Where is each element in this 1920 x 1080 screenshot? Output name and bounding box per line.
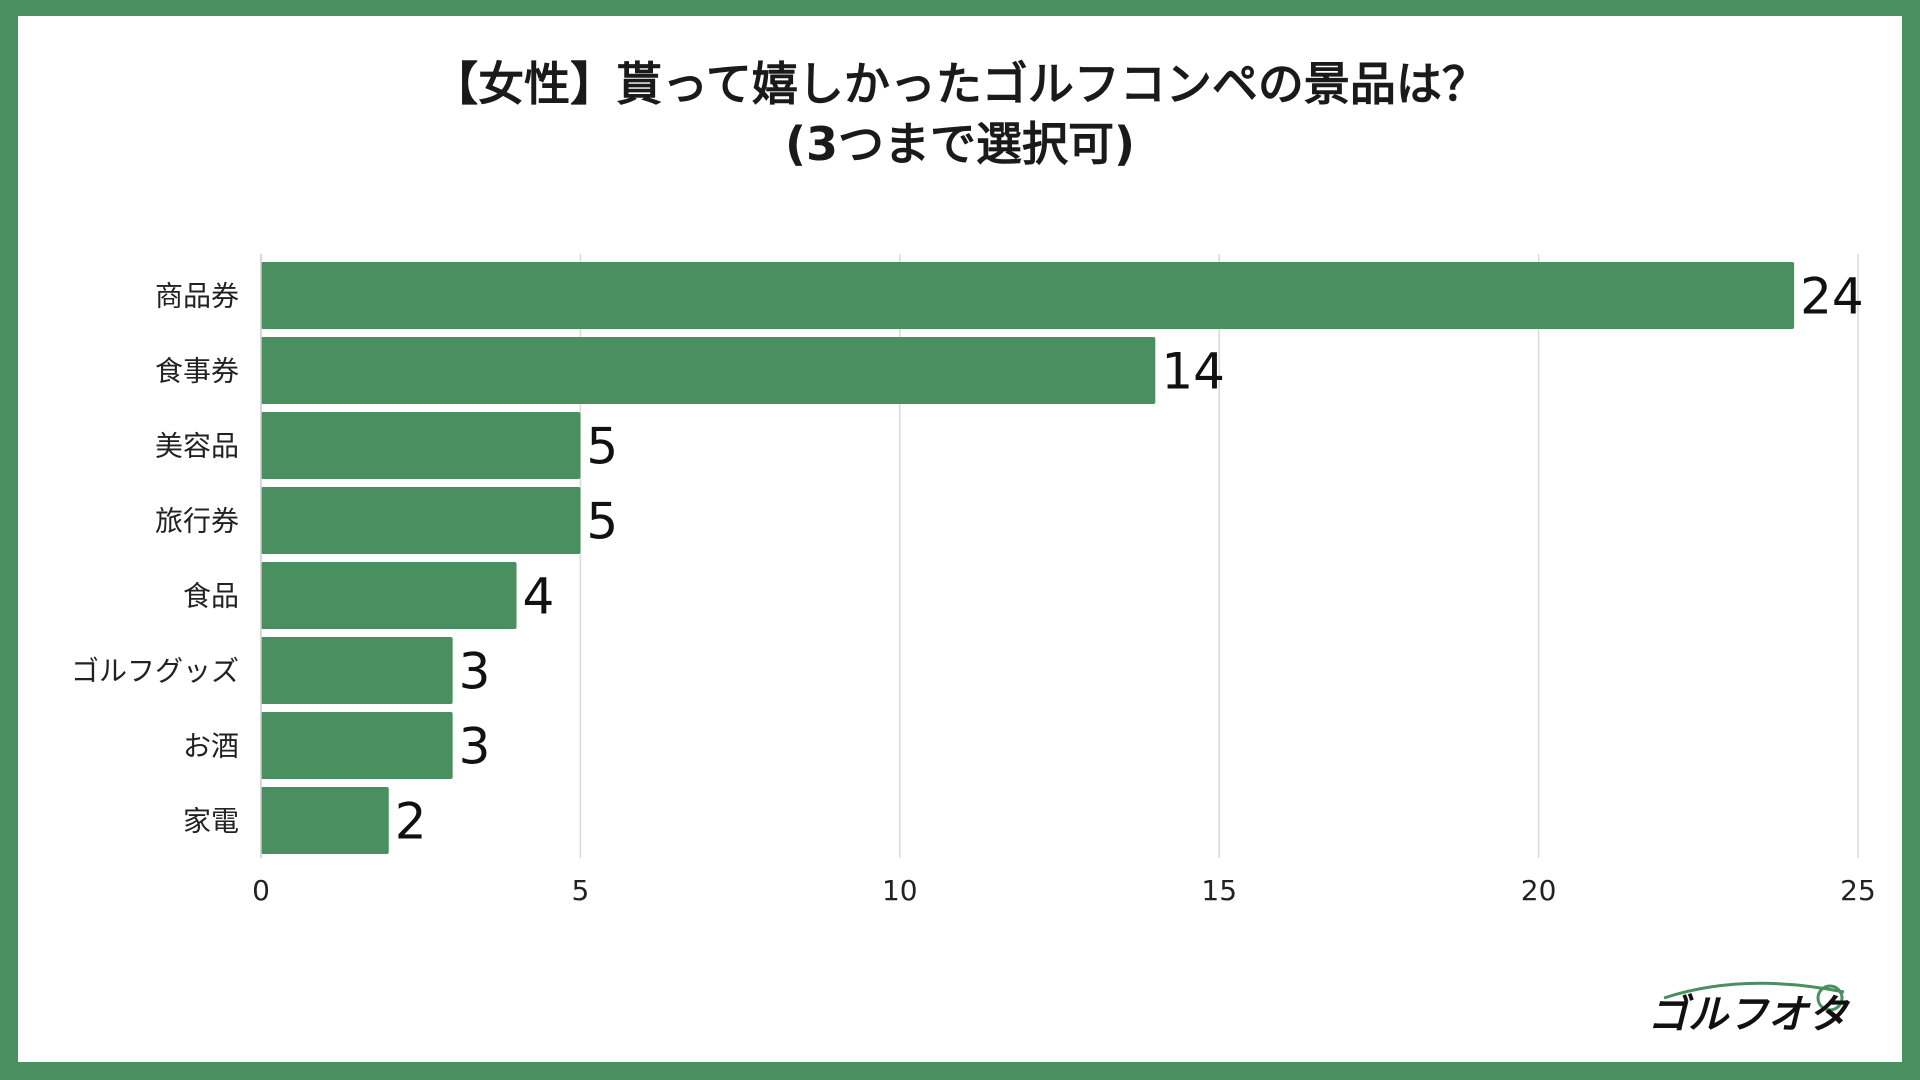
bar (261, 412, 581, 479)
x-tick-label: 15 (1201, 874, 1237, 907)
bar (261, 262, 1795, 329)
data-label: 2 (395, 793, 427, 851)
x-tick-label: 25 (1840, 874, 1876, 907)
x-tick-label: 20 (1521, 874, 1557, 907)
category-label: 美容品 (155, 430, 239, 463)
bar (261, 637, 453, 704)
bar (261, 562, 517, 629)
x-tick-label: 10 (882, 874, 918, 907)
category-label: 家電 (183, 805, 239, 838)
data-label: 5 (586, 493, 618, 551)
category-label: 旅行券 (155, 505, 239, 538)
category-label: 食品 (183, 580, 239, 613)
chart-title: 【女性】貰って嬉しかったゴルフコンペの景品は？ (3つまで選択可) (18, 54, 1902, 174)
golf-otaku-logo: ゴルフオタク (1648, 981, 1854, 1036)
logo-ball-icon (1816, 984, 1844, 1012)
category-label: お酒 (183, 730, 239, 763)
category-label: 食事券 (155, 355, 239, 388)
x-tick-label: 0 (252, 874, 270, 907)
x-tick-label: 5 (571, 874, 589, 907)
data-label: 3 (459, 718, 491, 776)
data-label: 3 (459, 643, 491, 701)
data-label: 24 (1800, 268, 1864, 326)
bar-chart: 0 5 10 15 20 25 商品券 24 食事券 14 美容品 5 旅行券 5 食品 4 ゴルフグッズ 3 お酒… (71, 254, 1876, 907)
data-label: 4 (523, 568, 555, 626)
bar (261, 337, 1156, 404)
logo-swoosh (1663, 981, 1845, 1000)
data-label: 14 (1161, 343, 1225, 401)
bar (261, 487, 581, 554)
chart-title-line2: (3つまで選択可) (784, 117, 1136, 171)
category-label: 商品券 (155, 280, 239, 313)
chart-frame: 【女性】貰って嬉しかったゴルフコンペの景品は？ (3つまで選択可) 0 5 10 15… (18, 16, 1902, 1062)
bar (261, 712, 453, 779)
data-label: 5 (586, 418, 618, 476)
logo-text: ゴルフオタク (1648, 992, 1854, 1036)
category-label: ゴルフグッズ (71, 655, 239, 688)
chart-title-line1: 【女性】貰って嬉しかったゴルフコンペの景品は？ (432, 57, 1488, 111)
bar (261, 787, 389, 854)
